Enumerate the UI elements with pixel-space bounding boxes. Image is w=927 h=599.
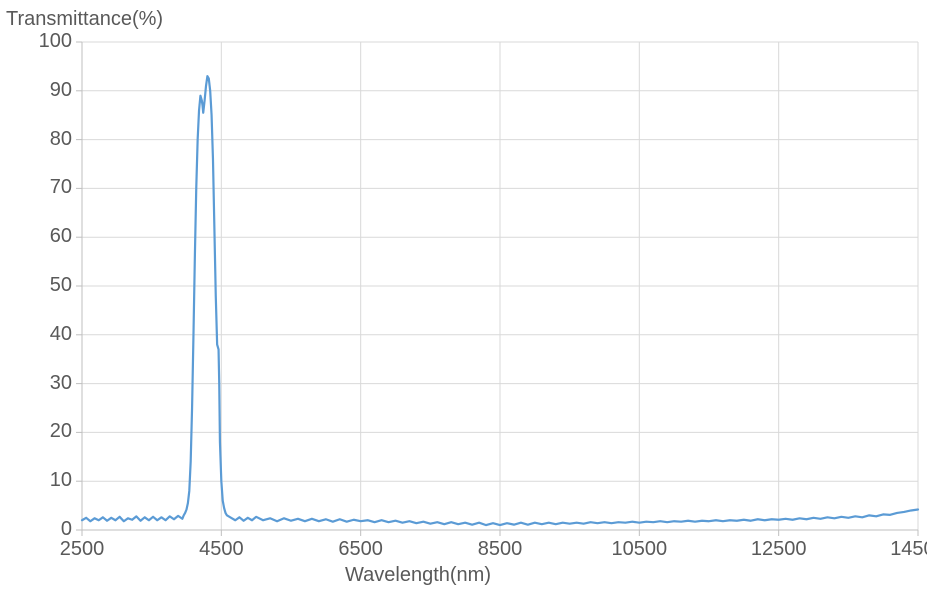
- transmittance-chart: Transmittance(%) 0102030405060708090100 …: [0, 0, 927, 599]
- y-tick: 90: [12, 79, 72, 102]
- y-tick: 20: [12, 420, 72, 443]
- y-tick: 10: [12, 469, 72, 492]
- x-axis-title: Wavelength(nm): [345, 564, 491, 587]
- y-tick: 80: [12, 128, 72, 151]
- x-tick: 4500: [181, 538, 261, 561]
- y-tick: 30: [12, 372, 72, 395]
- y-tick: 60: [12, 225, 72, 248]
- x-tick: 8500: [460, 538, 540, 561]
- y-tick: 40: [12, 323, 72, 346]
- y-tick: 70: [12, 176, 72, 199]
- x-tick: 10500: [599, 538, 679, 561]
- x-tick: 12500: [739, 538, 819, 561]
- chart-svg: [0, 0, 927, 599]
- x-tick: 2500: [42, 538, 122, 561]
- y-tick: 100: [12, 30, 72, 53]
- y-tick: 50: [12, 274, 72, 297]
- x-tick: 6500: [321, 538, 401, 561]
- x-tick: 14500: [878, 538, 927, 561]
